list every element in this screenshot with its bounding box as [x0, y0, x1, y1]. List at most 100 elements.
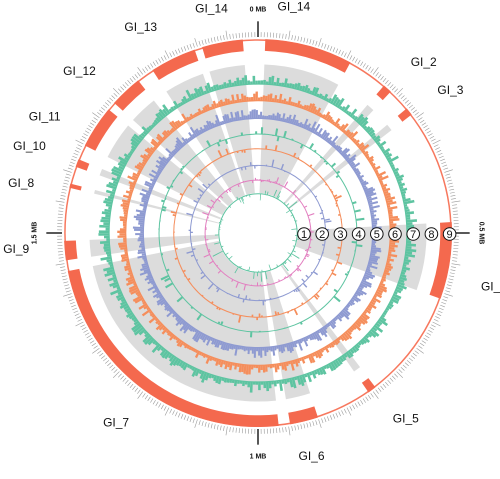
scale-tick: [419, 119, 425, 124]
scale-tick: [357, 401, 361, 407]
scale-tick: [370, 68, 374, 73]
scale-tick: [84, 332, 90, 336]
scale-tick: [429, 135, 435, 139]
track-number: 6: [392, 229, 398, 241]
scale-tick: [421, 122, 427, 126]
scale-tick: [297, 36, 300, 42]
scale-tick: [73, 152, 79, 156]
scale-tick: [294, 425, 296, 431]
scale-tick: [450, 195, 456, 197]
scale-tick: [63, 281, 69, 284]
scale-tick: [447, 281, 453, 284]
scale-tick: [59, 204, 64, 206]
scale-tick: [204, 39, 207, 45]
scale-tick: [194, 38, 198, 47]
scale-tick: [327, 416, 330, 422]
scale-tick: [315, 40, 318, 46]
scale-tick: [428, 329, 433, 333]
scale-tick: [89, 122, 95, 126]
scale-tick: [279, 33, 281, 39]
scale-tick: [380, 385, 384, 390]
scale-tick: [382, 78, 387, 83]
scale-tick: [86, 335, 92, 339]
scale-tick: [303, 37, 306, 43]
scale-tick: [120, 86, 125, 91]
scale-tick: [362, 63, 366, 68]
scale-tick: [122, 84, 127, 89]
scale-tick: [450, 269, 456, 271]
scale-tick: [97, 112, 102, 116]
scale-tick: [144, 394, 149, 400]
scale-tick: [375, 72, 379, 77]
track-number: 3: [337, 229, 343, 241]
scale-tick: [362, 398, 366, 403]
ideogram: [64, 39, 453, 428]
scale-tick: [394, 373, 399, 378]
scale-tick: [61, 191, 67, 194]
scale-tick: [394, 88, 399, 93]
scale-tick: [198, 40, 201, 46]
scale-tick: [324, 417, 327, 423]
scale-tick: [129, 383, 134, 388]
scale-tick: [232, 427, 234, 433]
scale-tick: [77, 144, 83, 148]
scale-tick: [452, 210, 458, 212]
scale-tick: [163, 406, 167, 411]
scale-tick: [235, 33, 237, 39]
scale-tick: [124, 82, 129, 87]
scale-tick: [68, 299, 74, 302]
scale-tick: [105, 360, 110, 364]
scale-tick: [210, 423, 213, 429]
scale-tick: [387, 379, 392, 384]
island-label: GI_12: [63, 64, 96, 78]
scale-tick: [444, 169, 453, 173]
scale-tick: [142, 68, 146, 73]
scale-tick: [229, 34, 231, 39]
track-number-badge: [388, 227, 402, 241]
scale-tick: [164, 407, 170, 416]
scale-tick: [213, 36, 216, 42]
island-block: [288, 406, 318, 425]
track-number: 5: [374, 229, 380, 241]
scale-tick: [428, 133, 433, 137]
scale-tick: [109, 364, 114, 369]
scale-tick: [80, 324, 85, 328]
scale-tick: [147, 396, 151, 402]
scale-tick: [67, 296, 73, 299]
scale-tick: [92, 112, 100, 119]
scale-tick: [346, 407, 352, 416]
scale-tick: [446, 287, 452, 290]
scale-tick: [73, 310, 79, 314]
island-highlight: [283, 104, 374, 204]
scale-tick: [71, 304, 76, 308]
scale-tick: [164, 50, 170, 59]
scale-tick: [449, 272, 455, 275]
scale-tick: [180, 47, 184, 53]
scale-tick: [318, 38, 322, 47]
scale-tick: [107, 99, 112, 104]
track-number-badge: [315, 227, 330, 241]
scale-tick: [391, 375, 396, 380]
scale-tick: [438, 307, 444, 311]
island-highlight: [89, 234, 219, 257]
scale-tick: [137, 391, 144, 399]
scale-tick: [349, 55, 353, 60]
scale-tick: [291, 426, 293, 431]
scale-tick: [175, 411, 178, 417]
scale-tick: [61, 275, 67, 278]
scale-tick: [61, 188, 67, 191]
scale-tick: [232, 33, 234, 39]
scale-tick: [120, 375, 125, 380]
scale-tick: [150, 63, 154, 68]
scale-tick: [435, 147, 440, 150]
scale-tick: [58, 257, 64, 259]
scale-tick: [367, 394, 372, 400]
scale-tick: [72, 307, 78, 311]
scale-tick: [300, 36, 303, 42]
scale-tick: [451, 263, 461, 266]
scale-tick: [99, 352, 104, 357]
scale-tick: [372, 67, 379, 75]
scale-tick: [103, 357, 108, 362]
scale-tick: [312, 39, 315, 45]
scale-tick: [201, 421, 204, 427]
